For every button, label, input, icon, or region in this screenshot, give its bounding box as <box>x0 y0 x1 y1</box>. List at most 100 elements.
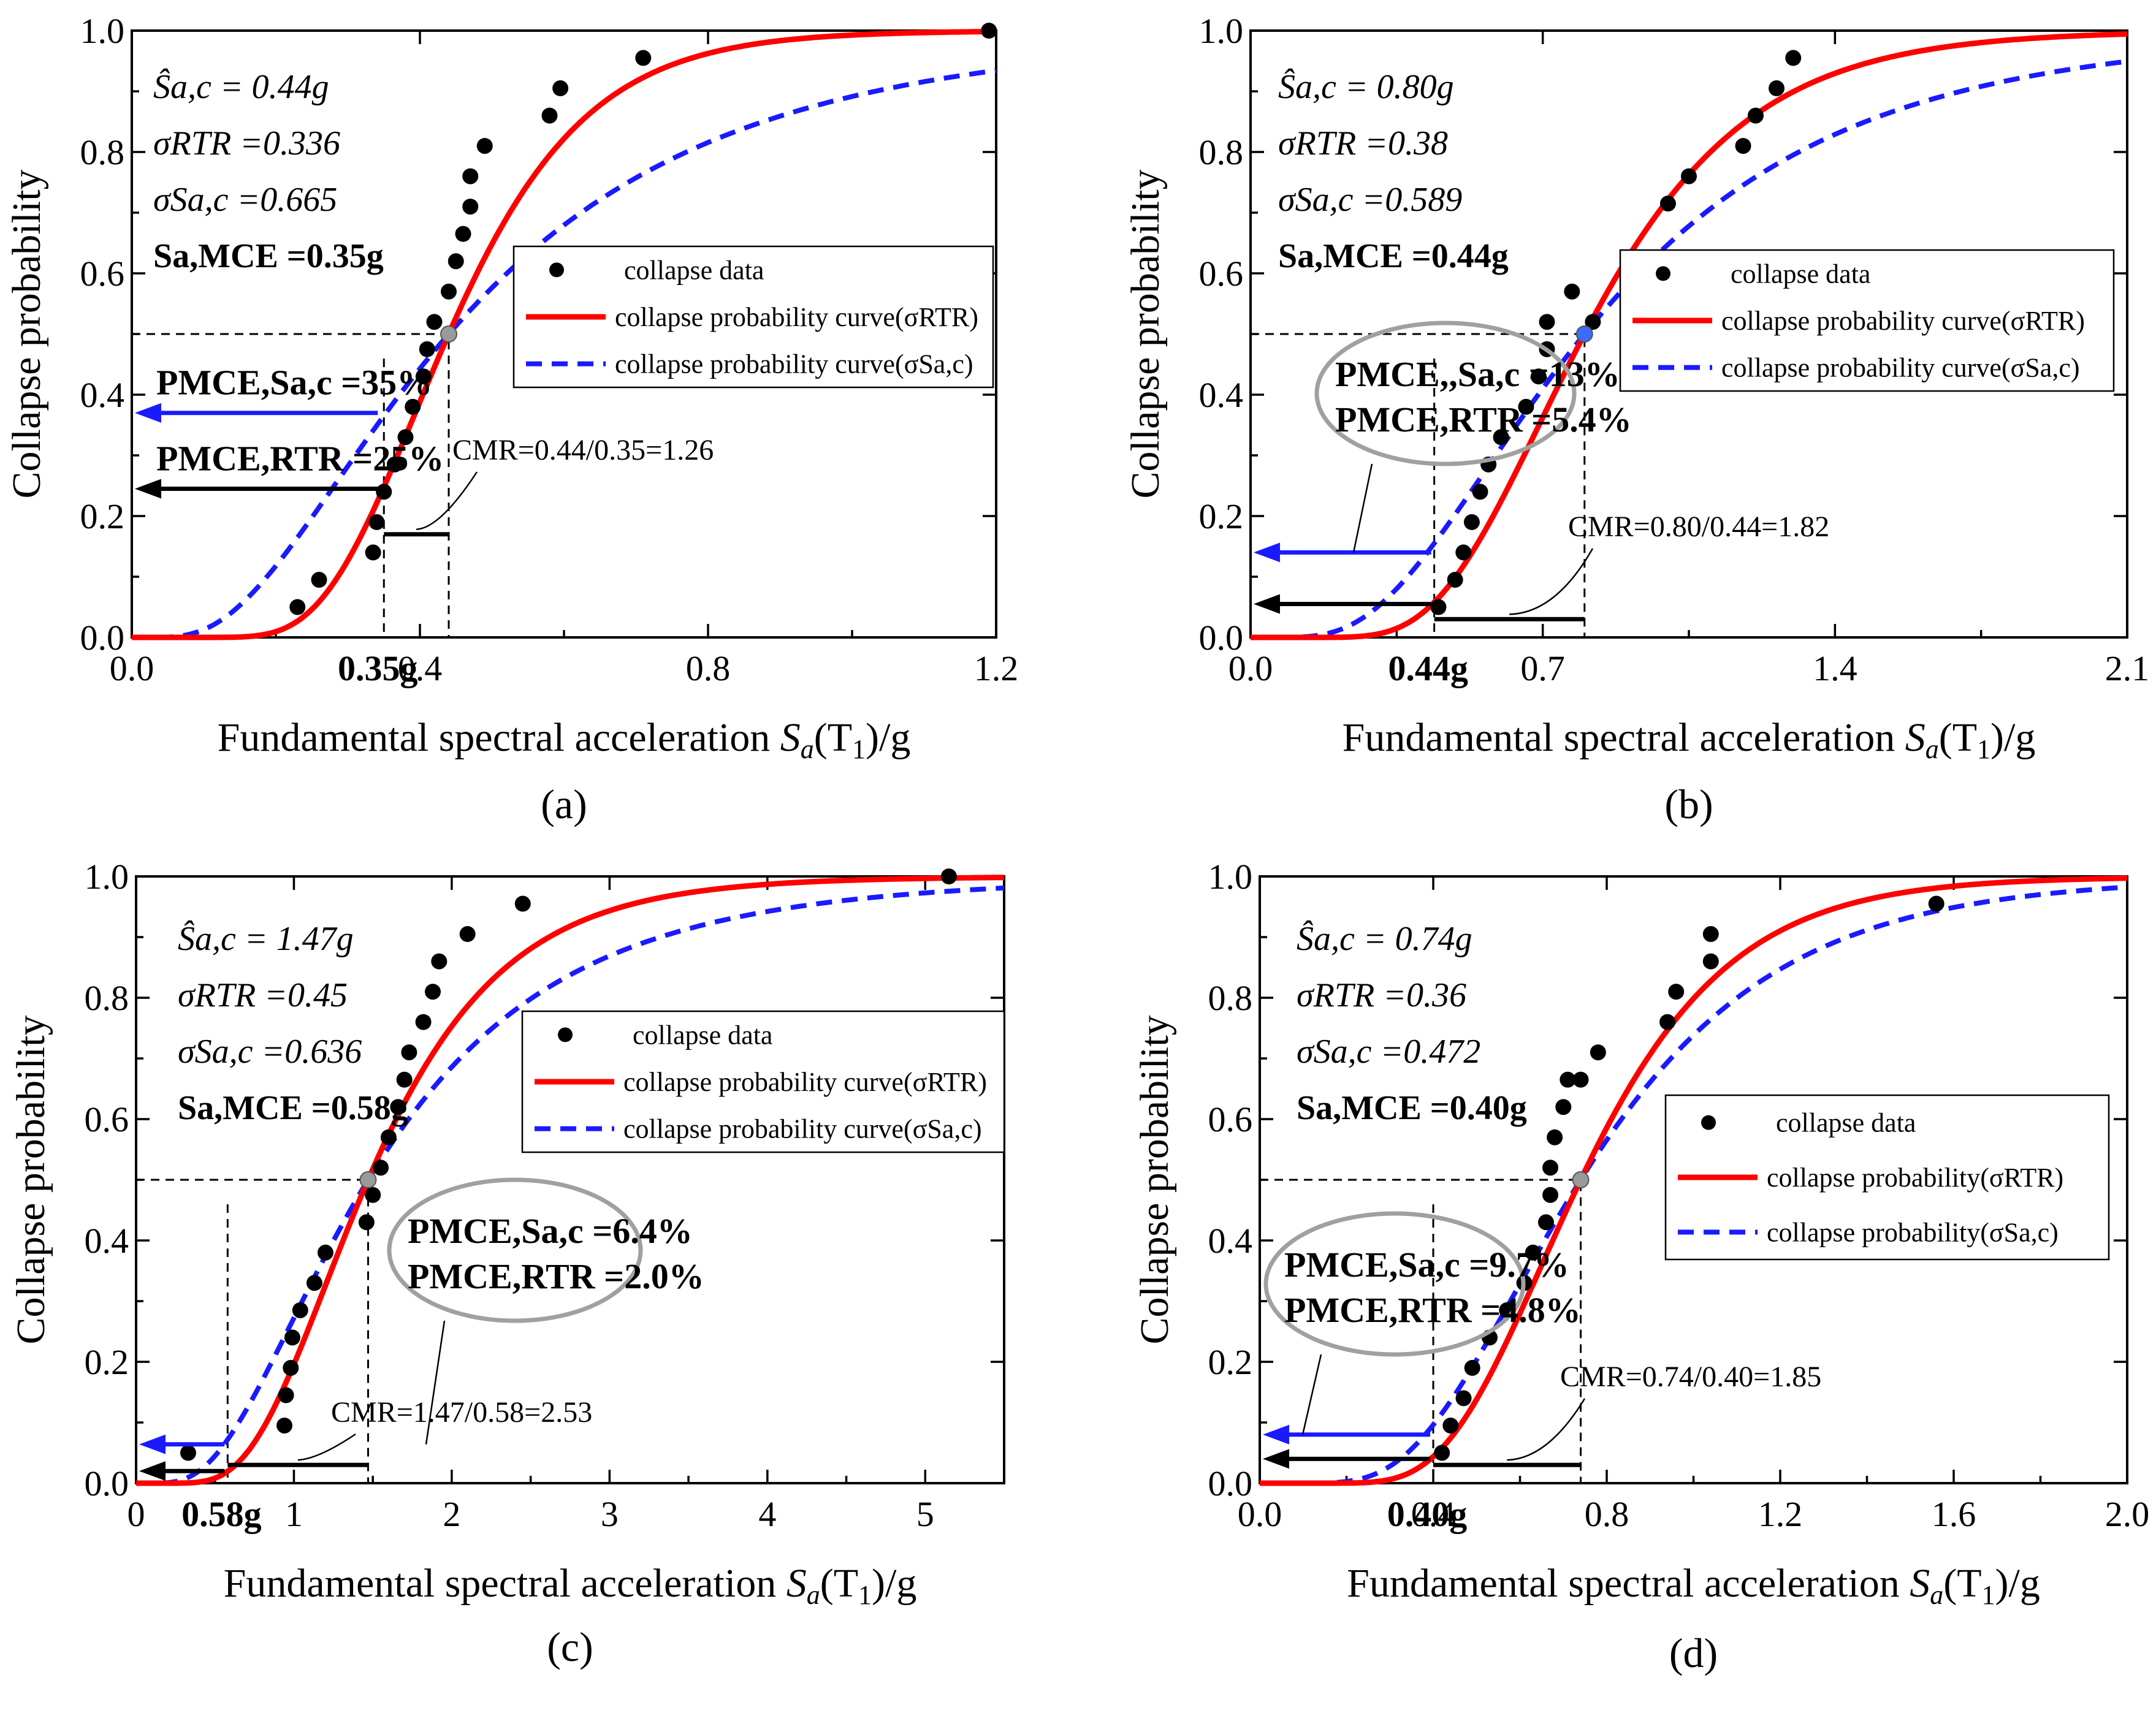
param-line: σRTR =0.45 <box>178 976 348 1014</box>
collapse-data-point <box>1702 953 1719 970</box>
legend <box>521 1010 1005 1153</box>
p-sa-c-arrowhead <box>1263 1424 1289 1445</box>
collapse-data-point <box>981 23 997 39</box>
x-axis-title: Fundamental spectral acceleration Sa(T1)… <box>218 715 911 764</box>
y-tick-label: 0.6 <box>1208 1100 1253 1139</box>
collapse-data-point <box>276 1417 293 1434</box>
curve-sigma-sa-c <box>1251 59 2128 640</box>
p-mce-sa-c-label: PMCE,Sa,c =6.4% <box>408 1211 693 1251</box>
y-tick-label: 1.0 <box>1208 857 1253 897</box>
collapse-data-point <box>292 1302 308 1318</box>
panel-label: (b) <box>1664 781 1713 827</box>
param-line: σSa,c =0.472 <box>1297 1033 1480 1071</box>
collapse-data-point <box>283 1359 299 1376</box>
y-tick-label: 0.4 <box>85 1221 129 1261</box>
y-tick-label: 0.2 <box>1199 496 1244 536</box>
x-axis-title: Fundamental spectral acceleration Sa(T1)… <box>224 1561 917 1610</box>
collapse-data-point <box>1659 1014 1676 1030</box>
p-mce-rtr-label: PMCE,RTR =5.4% <box>1335 400 1632 439</box>
collapse-data-point <box>459 926 476 943</box>
collapse-data-point <box>386 456 403 473</box>
collapse-data-point <box>448 253 464 270</box>
x-tick-label: 2.1 <box>2105 648 2150 688</box>
collapse-data-point <box>1455 544 1472 561</box>
collapse-data-point <box>455 226 471 242</box>
legend-marker-data <box>558 1027 573 1043</box>
y-tick-label: 0.2 <box>80 496 125 536</box>
x-tick-label: 1.2 <box>974 648 1019 688</box>
sa-mce-tick-label: 0.40g <box>1387 1494 1468 1534</box>
x-tick-label: 0.0 <box>1238 1494 1282 1534</box>
legend-entry: collapse probability curve(σSa,c) <box>615 349 973 379</box>
y-axis-title: Collapse probability <box>9 1015 53 1344</box>
y-tick-label: 0.8 <box>85 978 129 1018</box>
p-sa-c-arrowhead <box>135 403 161 423</box>
cmr-pointer <box>1509 548 1594 615</box>
p-mce-pointer <box>1301 1354 1322 1435</box>
collapse-data-point <box>635 50 652 66</box>
curve-sigma-rtr <box>132 28 997 640</box>
y-tick-label: 0.4 <box>1199 375 1244 415</box>
collapse-data-point <box>1539 314 1555 330</box>
collapse-data-point <box>1455 1390 1472 1407</box>
cmr-label: CMR=0.44/0.35=1.26 <box>452 434 714 466</box>
p-sa-c-arrowhead <box>139 1434 166 1454</box>
collapse-data-point <box>415 1014 432 1030</box>
collapse-data-point <box>289 599 306 615</box>
collapse-data-point <box>376 484 392 500</box>
collapse-data-point <box>311 571 327 588</box>
y-tick-label: 1.0 <box>85 857 129 897</box>
p-mce-sa-c-label: PMCE,Sa,c =9.7% <box>1284 1245 1569 1285</box>
x-axis-title: Fundamental spectral acceleration Sa(T1)… <box>1347 1561 2040 1610</box>
param-line: Sa,MCE =0.58g <box>178 1089 408 1127</box>
curve-sigma-rtr <box>1260 875 2128 1486</box>
cmr-pointer <box>416 471 478 530</box>
collapse-data-point <box>1659 196 1676 212</box>
y-tick-label: 0.4 <box>80 375 125 415</box>
curve-sigma-rtr <box>136 875 1004 1486</box>
sa-mce-tick-label: 0.44g <box>1388 648 1468 688</box>
collapse-data-point <box>1430 599 1447 615</box>
collapse-data-point <box>1747 107 1764 124</box>
x-tick-label: 1.2 <box>1758 1494 1803 1534</box>
param-line: Ŝa,c = 0.80g <box>1278 67 1454 106</box>
legend-entry: collapse data <box>633 1020 772 1050</box>
param-line: σSa,c =0.665 <box>153 181 337 219</box>
curve-sigma-sa-c <box>132 68 997 640</box>
y-tick-label: 0.8 <box>1199 132 1244 172</box>
sa-mce-tick-label: 0.58g <box>181 1494 262 1534</box>
y-tick-label: 0.2 <box>1208 1342 1253 1382</box>
median-marker <box>359 1171 377 1188</box>
collapse-data-point <box>1442 1417 1459 1434</box>
y-tick-label: 0.8 <box>80 132 125 172</box>
x-tick-label: 0 <box>128 1494 145 1534</box>
median-guide <box>136 1179 369 1483</box>
y-tick-label: 0.6 <box>1199 254 1244 294</box>
y-tick-label: 0.2 <box>85 1342 129 1382</box>
chart-panel: 0.0 0.4 0.8 1.2 0.0 0.2 0.4 0.6 0.8 1.0 0.35g Funda… <box>4 11 1018 827</box>
collapse-data-point <box>358 1214 375 1231</box>
y-tick-label: 1.0 <box>1199 11 1244 51</box>
x-tick-label: 2 <box>443 1494 460 1534</box>
x-tick-label: 0.4 <box>398 648 443 688</box>
collapse-data-point <box>1547 1129 1563 1145</box>
collapse-data-point <box>396 1071 413 1088</box>
curve-sigma-sa-c <box>1260 884 2128 1486</box>
median-marker <box>1575 325 1593 343</box>
x-tick-label: 1 <box>285 1494 303 1534</box>
legend-entry: collapse probability curve(σRTR) <box>1721 306 2085 336</box>
collapse-data-point <box>1585 314 1601 330</box>
x-tick-label: 0.0 <box>1228 648 1273 688</box>
collapse-data-point <box>426 314 443 330</box>
collapse-data-point <box>462 199 479 215</box>
chart-panel: 0.0 0.7 1.4 2.1 0.0 0.2 0.4 0.6 0.8 1.0 0.44g Funda… <box>1123 11 2149 827</box>
collapse-data-point <box>1555 1099 1572 1115</box>
collapse-data-point <box>306 1275 322 1291</box>
y-tick-label: 0.0 <box>80 618 125 658</box>
collapse-data-point <box>1472 484 1488 500</box>
collapse-data-point <box>390 1099 406 1115</box>
median-marker <box>1572 1171 1590 1188</box>
chart-panel: 0 1 2 3 4 5 0.0 0.2 0.4 0.6 0.8 1.0 0.58g Fundamental… <box>9 857 1005 1670</box>
param-line: σSa,c =0.589 <box>1278 181 1462 219</box>
param-line: Ŝa,c = 1.47g <box>178 919 354 958</box>
